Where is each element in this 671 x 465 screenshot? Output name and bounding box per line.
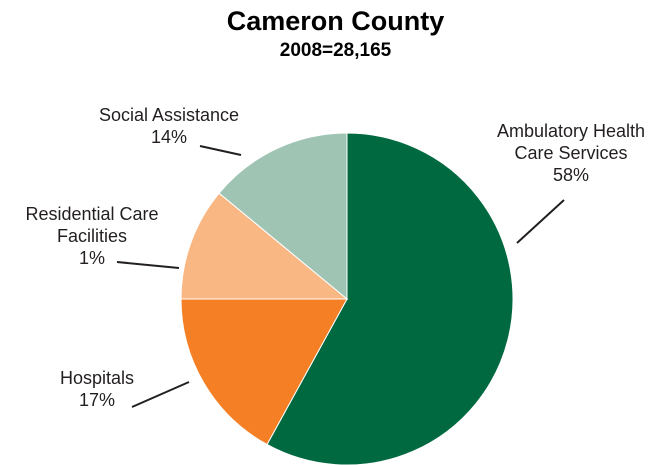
slice-percent-label: 58% (553, 165, 589, 185)
slice-name-label: Hospitals (60, 368, 134, 388)
slice-name-label: Social Assistance (99, 105, 239, 125)
slice-name-label: Residential Care (25, 204, 158, 224)
slice-name-label: Care Services (514, 143, 627, 163)
chart-title: Cameron County (226, 6, 445, 36)
leader-lines (116, 145, 565, 408)
pie-slice (180, 298, 348, 446)
leader-line (516, 199, 565, 244)
pie-slice (218, 132, 348, 301)
pie-slices (180, 132, 514, 465)
slice-percent-label: 1% (79, 248, 105, 268)
pie-slice (180, 192, 349, 300)
leader-line (199, 145, 242, 156)
slice-name-label: Ambulatory Health (497, 121, 645, 141)
slice-name-label: Facilities (57, 226, 127, 246)
slice-percent-label: 14% (151, 127, 187, 147)
slice-percent-label: 17% (79, 390, 115, 410)
chart-subtitle: 2008=28,165 (279, 40, 392, 61)
leader-line (131, 381, 190, 408)
leader-line (116, 261, 180, 269)
